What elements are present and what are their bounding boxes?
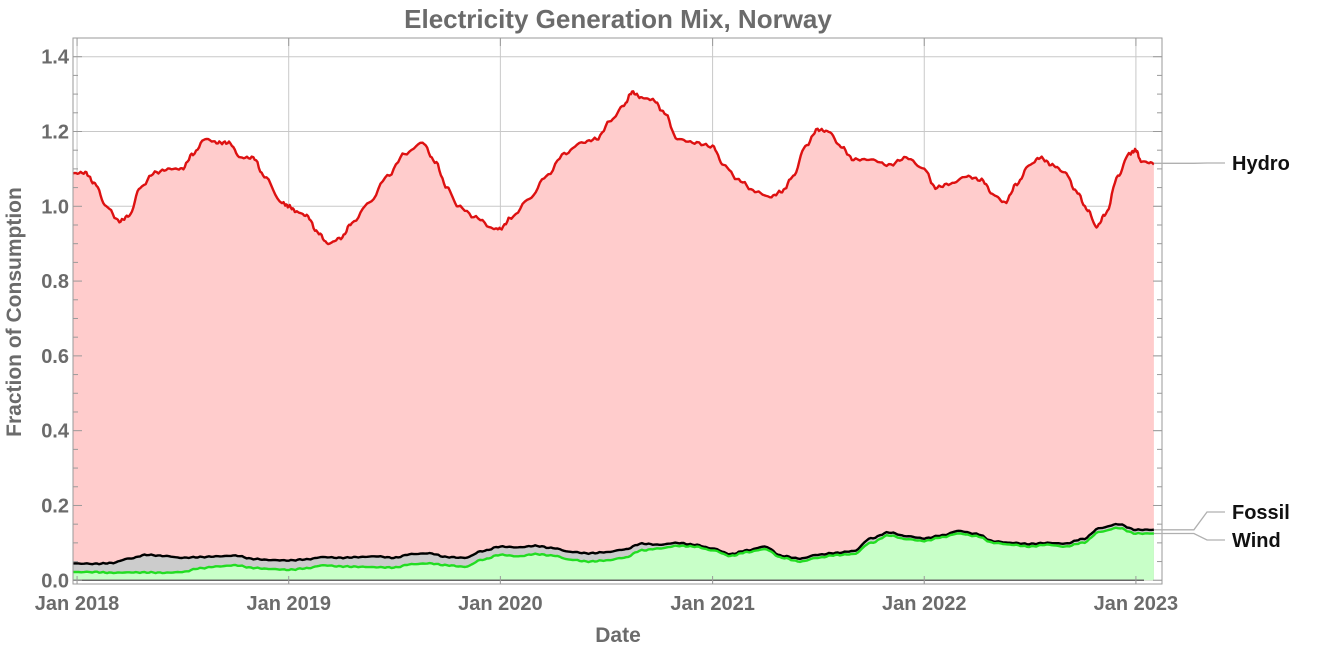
y-tick-label: 0.4	[41, 421, 70, 443]
legend-label-hydro: Hydro	[1232, 153, 1290, 175]
wind-line	[72, 526, 1154, 575]
legend-label-wind: Wind	[1232, 530, 1281, 552]
plot-frame	[72, 37, 1163, 585]
legend-leader-wind	[1153, 532, 1225, 541]
y-tick-label: 1.2	[41, 121, 69, 143]
x-tick-label: Jan 2019	[246, 593, 331, 615]
x-axis-label: Date	[595, 624, 641, 647]
y-tick-label: 1.0	[41, 196, 69, 218]
y-tick-label: 0.8	[41, 271, 69, 293]
chart-title: Electricity Generation Mix, Norway	[404, 4, 832, 34]
x-tick-label: Jan 2018	[35, 593, 120, 615]
axis-ticks: Jan 2018 Jan 2019 Jan 2020 Jan 2021 Jan 2022…	[35, 38, 1178, 615]
x-tick-label: Jan 2021	[670, 593, 755, 615]
legend-label-fossil: Fossil	[1232, 502, 1290, 524]
y-tick-label: 0.2	[41, 495, 69, 517]
x-tick-label: Jan 2020	[458, 593, 543, 615]
y-tick-label: 0.6	[41, 346, 69, 368]
y-tick-label: 1.4	[41, 47, 70, 69]
legend: Hydro Fossil Wind	[1153, 153, 1290, 552]
y-tick-label: 0.0	[41, 570, 69, 592]
y-axis-label: Fraction of Consumption	[3, 187, 26, 437]
x-tick-label: Jan 2022	[882, 593, 967, 615]
hydro-line	[72, 90, 1155, 246]
legend-leader-fossil	[1153, 511, 1225, 531]
x-tick-label: Jan 2023	[1094, 593, 1179, 615]
hydro-area	[73, 91, 1154, 581]
fossil-line	[72, 522, 1155, 566]
series-lines	[72, 90, 1155, 582]
